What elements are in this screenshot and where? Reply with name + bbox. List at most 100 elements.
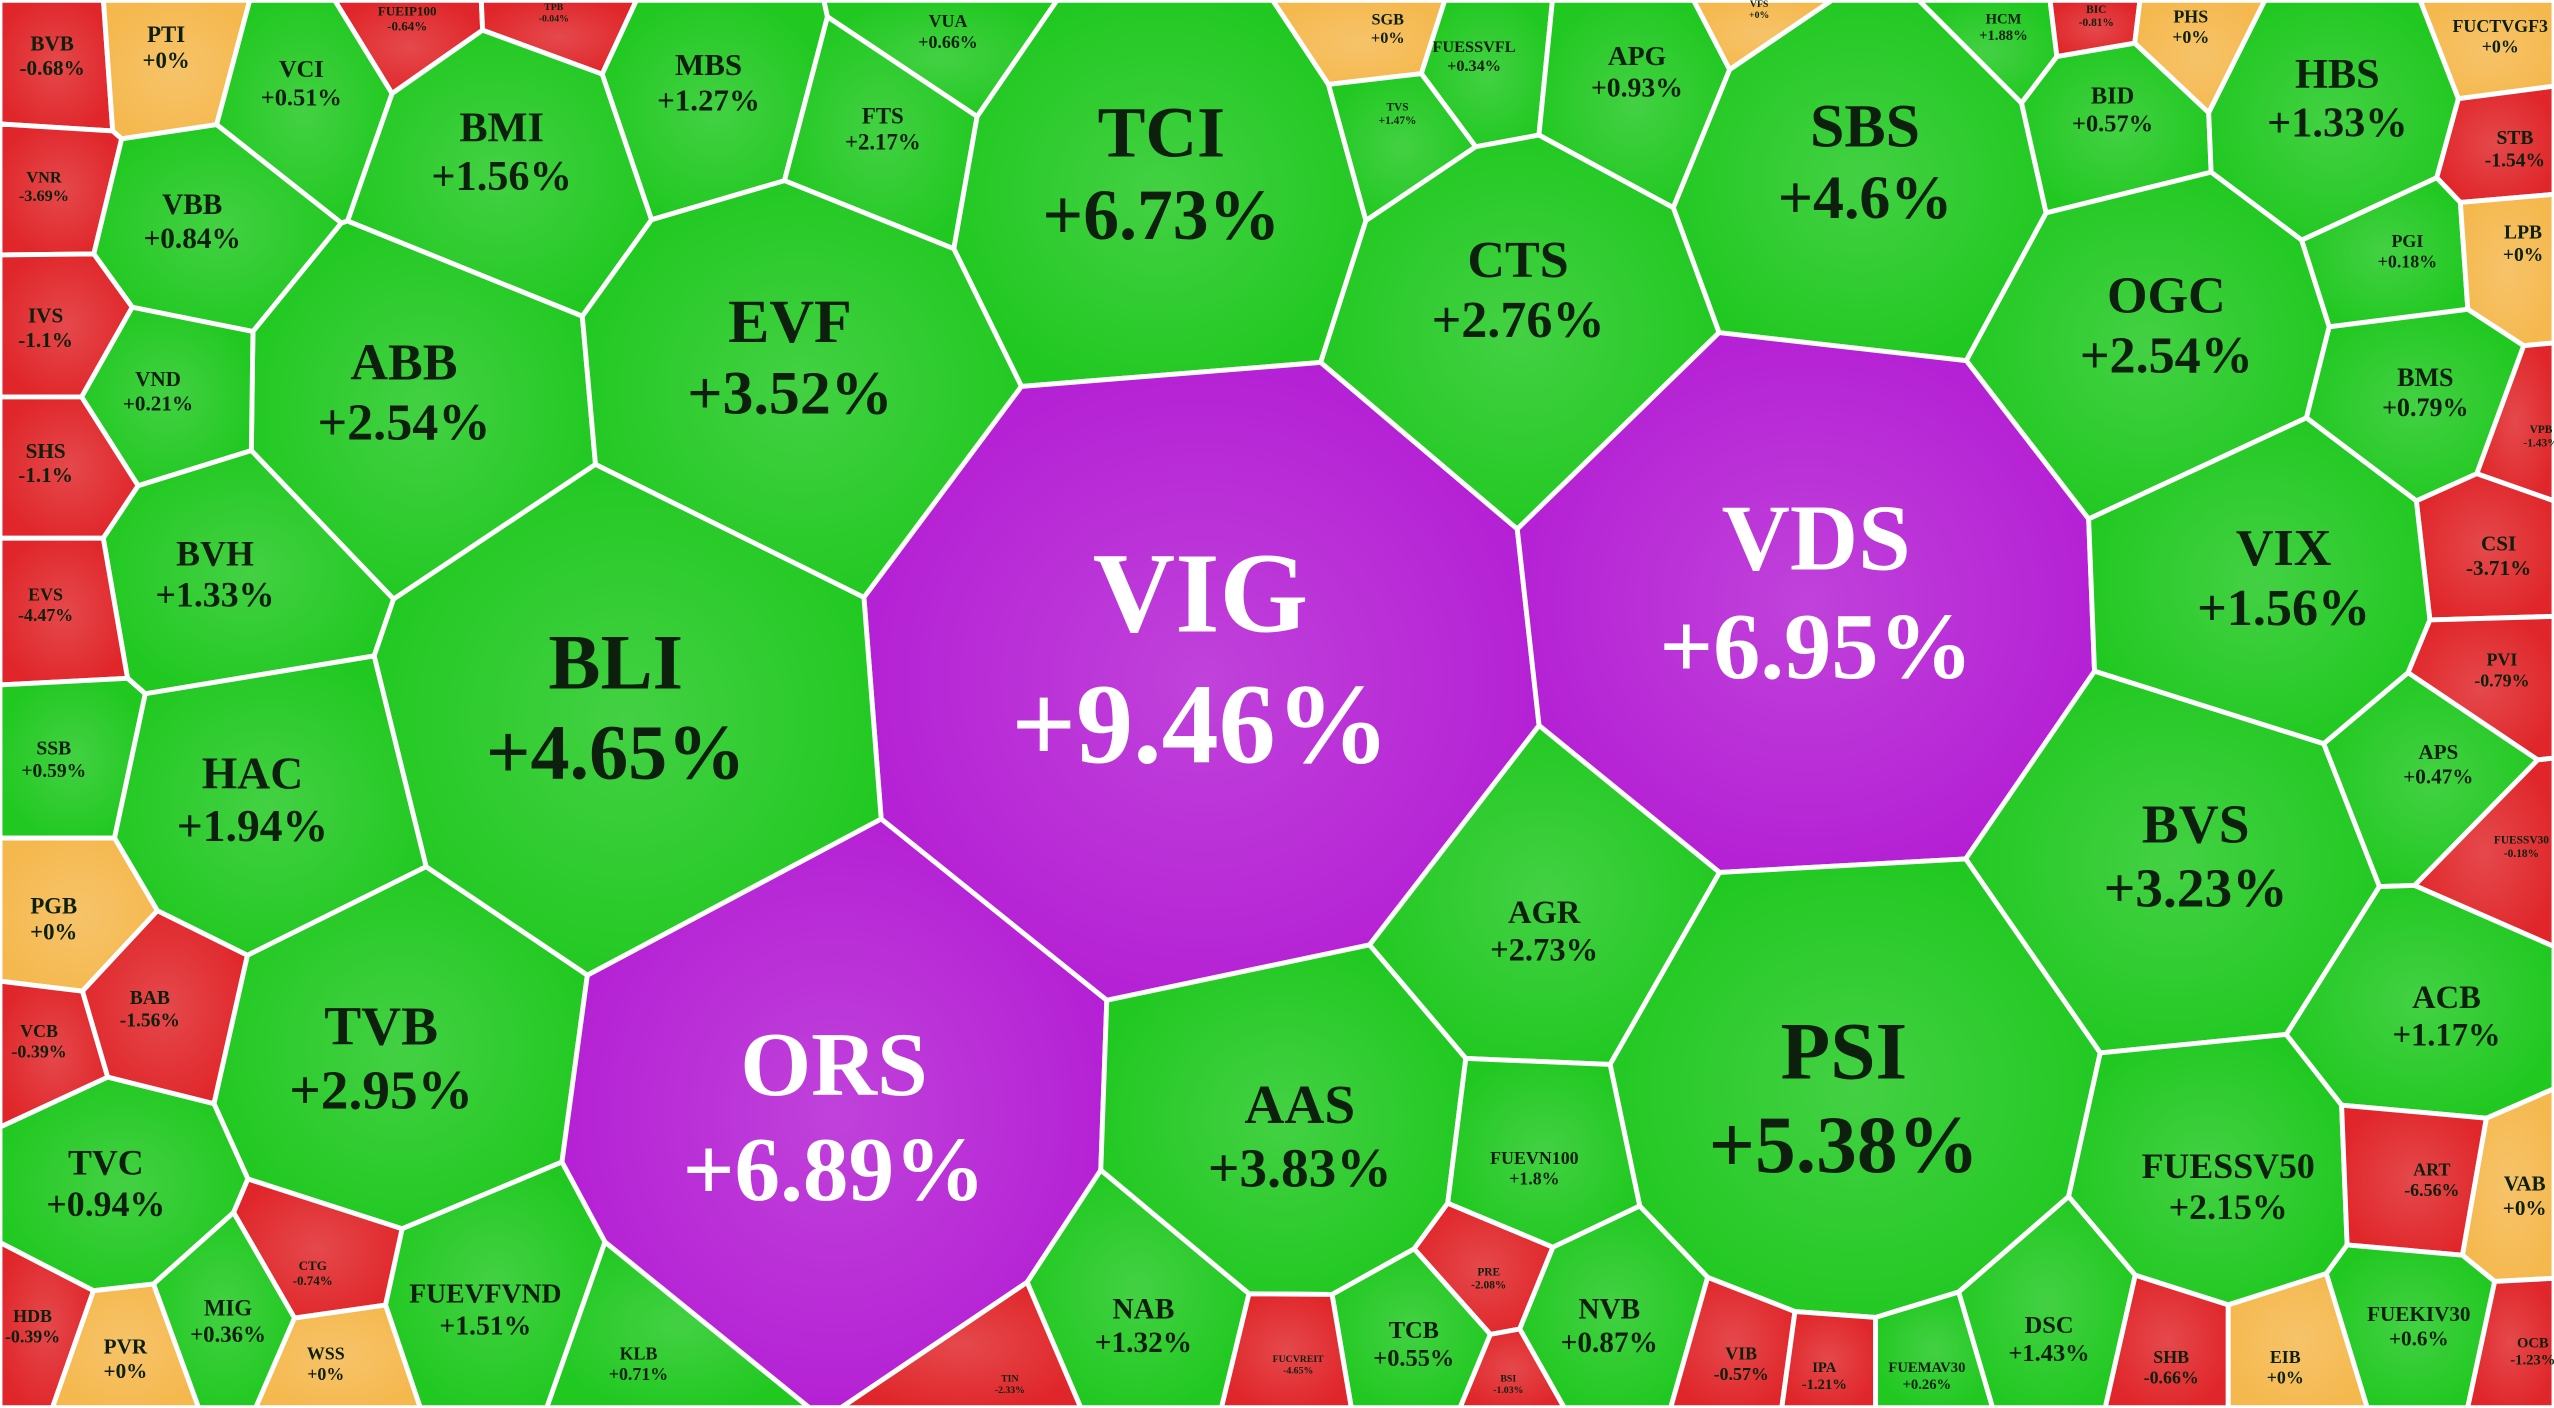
ticker-label: BVS <box>2142 794 2250 855</box>
change-label: +2.95% <box>289 1059 473 1120</box>
cell-shine <box>1221 1293 1352 1408</box>
ticker-label: PVI <box>2486 650 2517 670</box>
change-label: -0.66% <box>2144 1367 2199 1387</box>
cell-shine <box>1875 1292 1993 1408</box>
change-label: -4.65% <box>1283 1365 1313 1376</box>
ticker-label: HDB <box>13 1306 52 1326</box>
cell-shine <box>2326 1244 2495 1408</box>
change-label: +0% <box>2503 1196 2547 1220</box>
ticker-label: VFS <box>1750 0 1769 10</box>
ticker-label: NAB <box>1113 1293 1175 1325</box>
cell-shine <box>2341 1105 2487 1256</box>
cell-shine <box>1958 1196 2136 1408</box>
cell-shine <box>2460 194 2554 346</box>
ticker-label: APS <box>2418 740 2458 764</box>
cell-shine <box>153 1212 295 1408</box>
cell-shine <box>2050 0 2140 57</box>
change-label: +0% <box>2267 1367 2304 1387</box>
ticker-label: VBB <box>162 189 222 221</box>
cell-shine <box>385 1162 605 1408</box>
cell-shine <box>2306 309 2524 501</box>
change-label: -0.39% <box>5 1327 60 1347</box>
change-label: +0.66% <box>918 32 977 52</box>
cell-shine <box>841 1282 1081 1408</box>
change-label: -1.1% <box>18 328 73 352</box>
ticker-label: CTS <box>1467 232 1568 289</box>
ticker-label: SSB <box>36 739 71 760</box>
change-label: -2.08% <box>1471 1279 1506 1291</box>
change-label: +0.18% <box>2378 252 2437 272</box>
change-label: +0.57% <box>2072 110 2153 137</box>
change-label: +0.94% <box>46 1184 165 1224</box>
ticker-label: PHS <box>2173 6 2208 26</box>
cell-shine <box>561 818 1107 1408</box>
change-label: +1.33% <box>156 575 275 615</box>
change-label: +0.26% <box>1903 1377 1952 1393</box>
ticker-label: SHS <box>26 439 66 463</box>
cell-shine <box>0 396 139 539</box>
change-label: +1.17% <box>2392 1017 2500 1053</box>
cell-shine <box>2286 885 2554 1119</box>
change-label: -1.03% <box>1493 1385 1523 1396</box>
ticker-label: VUA <box>929 11 968 31</box>
change-label: -1.54% <box>2485 150 2545 171</box>
ticker-label: PGI <box>2391 231 2423 251</box>
change-label: +0.55% <box>1373 1345 1454 1372</box>
change-label: +0.34% <box>1447 56 1501 75</box>
cell-shine <box>1918 0 2057 103</box>
ticker-label: VIX <box>2236 520 2332 577</box>
ticker-label: FUESSV30 <box>2494 835 2549 847</box>
ticker-label: EVS <box>28 585 63 605</box>
change-label: +2.76% <box>1432 292 1605 349</box>
ticker-label: FUESSV50 <box>2142 1146 2315 1186</box>
change-label: +0.79% <box>2382 393 2468 422</box>
change-label: -0.18% <box>2504 848 2539 860</box>
change-label: -0.81% <box>2079 17 2114 29</box>
cell-shine <box>2408 616 2554 760</box>
ticker-label: WSS <box>307 1344 345 1364</box>
ticker-label: VNR <box>26 167 61 186</box>
cell-shine <box>93 124 342 332</box>
cell-shine <box>0 538 128 685</box>
cell-shine <box>1538 0 1730 208</box>
cell-shine <box>1421 0 1553 147</box>
ticker-label: ART <box>2413 1160 2450 1180</box>
change-label: +6.73% <box>1042 175 1280 255</box>
cell-shine <box>255 1305 421 1408</box>
ticker-label: VND <box>135 367 181 391</box>
change-label: +1.27% <box>657 83 760 118</box>
cell-shine <box>103 0 250 139</box>
ticker-label: BVH <box>176 533 254 573</box>
ticker-label: IPA <box>1812 1360 1837 1376</box>
change-label: +0.6% <box>2389 1326 2449 1350</box>
change-label: +0.84% <box>144 223 241 255</box>
cell-shine <box>863 362 1540 1001</box>
cell-shine <box>1100 944 1466 1295</box>
change-label: +1.94% <box>177 800 328 851</box>
cell-shine <box>1414 1203 1553 1335</box>
change-label: +1.51% <box>439 1310 531 1341</box>
cell-shine <box>1519 1206 1708 1408</box>
change-label: +1.47% <box>1379 115 1417 127</box>
ticker-label: MIG <box>204 1296 252 1321</box>
change-label: +0% <box>30 920 77 945</box>
ticker-label: SBS <box>1810 93 1920 161</box>
change-label: +4.6% <box>1778 164 1952 232</box>
change-label: +0.51% <box>261 84 342 111</box>
cell-shine <box>103 450 394 694</box>
change-label: +0.47% <box>2403 764 2473 788</box>
cell-shine <box>2420 0 2554 99</box>
change-label: +0% <box>1749 10 1769 21</box>
change-label: -0.68% <box>20 56 85 80</box>
cell-shine <box>1670 1277 1795 1408</box>
cell-shine <box>1517 332 2095 873</box>
change-label: +0% <box>104 1359 148 1383</box>
ticker-label: FUEIP100 <box>378 4 437 19</box>
ticker-label: PTI <box>147 22 185 47</box>
change-label: +4.65% <box>486 709 746 796</box>
ticker-label: IVS <box>28 304 63 328</box>
ticker-label: HBS <box>2295 51 2380 98</box>
ticker-label: OGC <box>2107 268 2226 325</box>
change-label: +2.17% <box>845 130 921 155</box>
